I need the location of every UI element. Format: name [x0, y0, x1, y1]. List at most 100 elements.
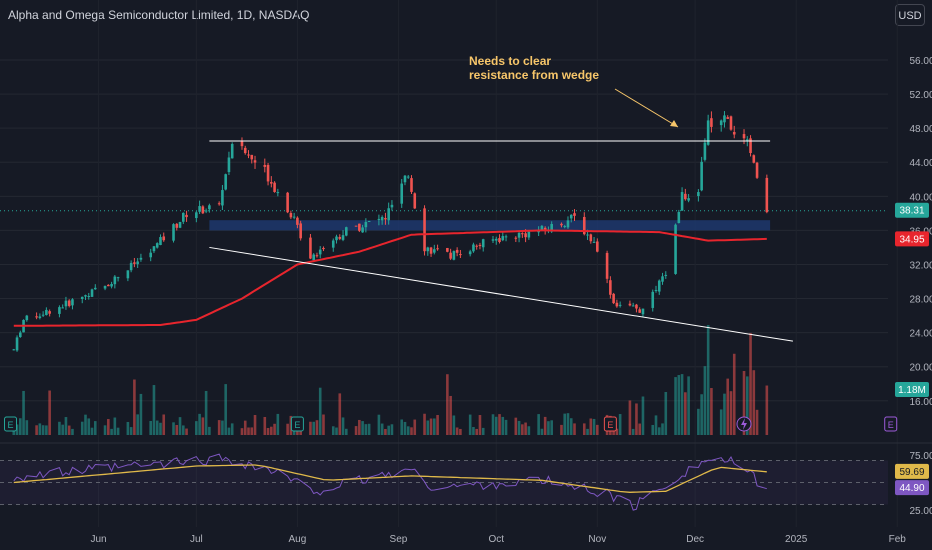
volume-bar: [338, 393, 342, 435]
earnings-marker[interactable]: [290, 416, 304, 432]
candle: [149, 252, 152, 258]
volume-bar: [22, 390, 25, 435]
y-tick-label: 40.00: [909, 192, 932, 203]
volume-bar: [755, 409, 759, 435]
volume-bar: [524, 422, 527, 435]
volume-bar: [273, 423, 276, 435]
volume-bar: [459, 428, 462, 435]
volume-bar: [661, 423, 664, 435]
candle: [459, 254, 462, 256]
volume-bar: [582, 423, 586, 435]
volume-bar: [90, 427, 94, 435]
volume-bar: [266, 427, 270, 435]
candle: [403, 175, 407, 183]
candle: [162, 236, 166, 241]
annotation-line-2: resistance from wedge: [469, 68, 599, 82]
volume-bar: [243, 420, 247, 435]
volume-badge: 1.18M: [898, 385, 926, 396]
volume-bar: [253, 415, 257, 435]
candle: [638, 309, 641, 313]
rsi-tick-label: 75.00: [909, 451, 932, 462]
earnings-marker[interactable]: [4, 416, 18, 432]
candle: [569, 214, 573, 219]
x-tick-label: Feb: [889, 534, 907, 545]
volume-bar: [178, 417, 182, 435]
candle: [596, 241, 599, 252]
volume-bar: [446, 374, 449, 435]
currency-button[interactable]: USD: [895, 4, 925, 26]
sma-line: [13, 229, 767, 327]
volume-bar: [312, 421, 315, 435]
x-tick-label: Aug: [289, 534, 307, 545]
volume-bar: [654, 415, 658, 435]
rsi-tick-label: 25.00: [909, 506, 932, 517]
volume-bar: [543, 416, 547, 435]
volume-bar: [749, 333, 752, 435]
volume-bar: [390, 424, 394, 435]
candle: [90, 289, 94, 297]
rsi-line: [13, 453, 767, 511]
candle: [247, 154, 250, 156]
candle: [618, 304, 622, 306]
volume-bar: [129, 427, 133, 435]
candle: [582, 216, 586, 235]
candle: [400, 183, 404, 204]
volume-bar: [765, 385, 769, 435]
candle: [732, 132, 736, 135]
volume-bar: [514, 417, 518, 435]
candle: [755, 162, 759, 178]
volume-bar: [517, 420, 521, 435]
candle: [684, 193, 687, 200]
candle: [481, 239, 485, 248]
volume-bar: [331, 426, 335, 435]
volume-bar: [657, 427, 661, 435]
earnings-marker[interactable]: [603, 416, 617, 432]
volume-bar: [354, 426, 358, 435]
candle: [243, 147, 247, 154]
last-price-badge-bg: [895, 202, 929, 218]
candle: [312, 254, 315, 261]
candle: [413, 193, 417, 209]
volume-bar: [286, 423, 289, 435]
volume-bar: [162, 414, 166, 435]
candle: [478, 244, 482, 246]
candle: [380, 216, 384, 221]
candle: [367, 220, 371, 222]
candle: [706, 120, 710, 145]
candle: [107, 284, 110, 287]
earnings-marker[interactable]: [884, 416, 898, 432]
candle: [338, 237, 342, 239]
earnings-marker-label: E: [8, 420, 14, 430]
volume-bar: [113, 417, 117, 435]
y-tick-label: 44.00: [909, 158, 932, 169]
y-tick-label: 52.00: [909, 90, 932, 101]
volume-bar: [449, 395, 452, 435]
volume-bar: [67, 425, 71, 435]
candle: [217, 203, 221, 205]
candle: [498, 238, 501, 243]
volume-bar: [387, 425, 390, 435]
candle: [550, 224, 553, 232]
candle: [390, 204, 394, 208]
volume-bar: [478, 415, 482, 435]
candle: [116, 277, 120, 279]
candle: [491, 239, 495, 241]
candle: [322, 247, 325, 250]
candles: [12, 111, 769, 352]
x-tick-label: Sep: [390, 534, 408, 545]
volume-bar: [315, 420, 319, 435]
candle: [452, 251, 456, 260]
earnings-marker-label: E: [607, 420, 613, 430]
candle: [651, 291, 655, 308]
candle: [309, 237, 312, 259]
volume-bar: [638, 423, 641, 435]
volume-bar: [521, 424, 524, 435]
candle: [436, 248, 439, 250]
candle: [155, 243, 159, 248]
candle: [605, 252, 609, 279]
candle: [178, 221, 182, 228]
candle: [84, 295, 87, 297]
volume-bar: [618, 414, 622, 435]
